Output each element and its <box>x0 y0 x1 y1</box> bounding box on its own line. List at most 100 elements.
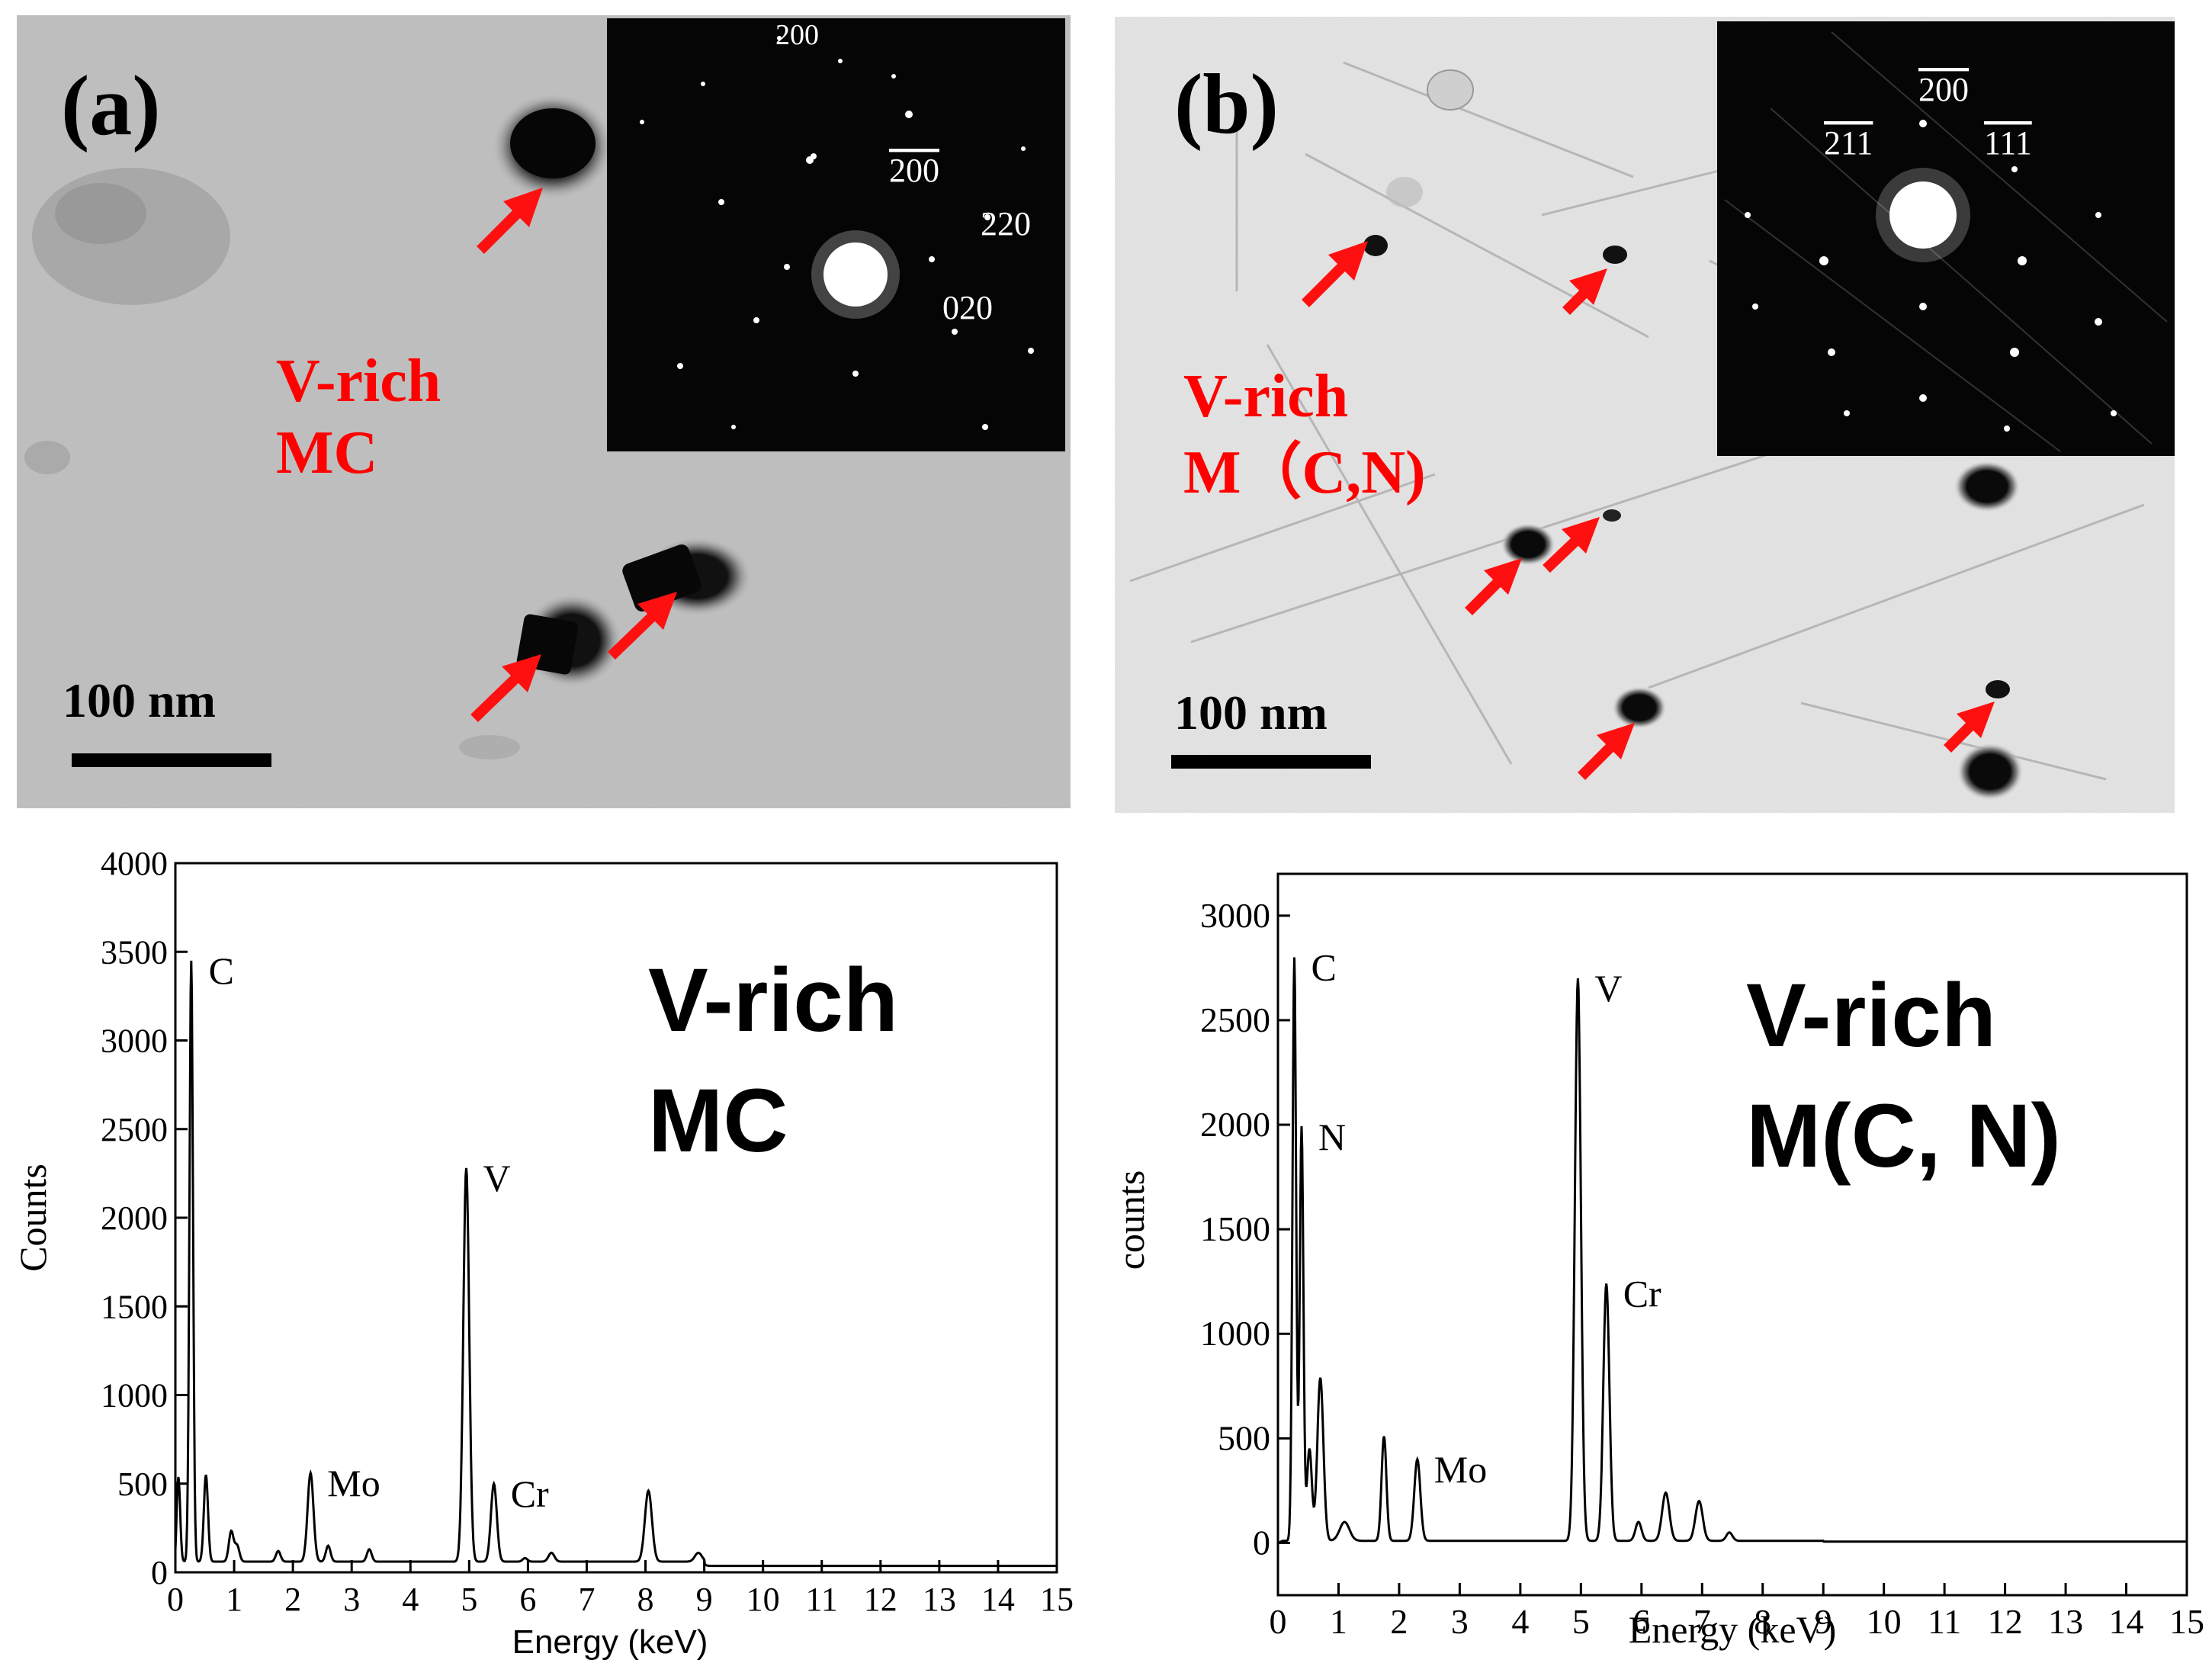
y-tick-label: 500 <box>117 1466 168 1503</box>
y-tick-label: 1000 <box>101 1377 168 1414</box>
panel-label-b: (b) <box>1174 57 1279 152</box>
y-axis-label: counts <box>1109 1170 1152 1270</box>
saed-inset-b: 200 211 111 <box>1717 21 2175 456</box>
peak-label: C <box>1311 946 1336 989</box>
x-tick-label: 14 <box>981 1581 1015 1618</box>
y-tick-label: 2000 <box>1200 1105 1270 1144</box>
x-tick-label: 4 <box>1511 1602 1529 1641</box>
x-tick-label: 9 <box>1815 1602 1832 1641</box>
tem-image-a: 200 200 220 020 (a) V-rich MC 100 nm <box>17 15 1071 808</box>
saed-label: 220 <box>981 205 1031 242</box>
x-tick-label: 6 <box>519 1581 536 1618</box>
x-tick-label: 5 <box>461 1581 477 1618</box>
x-tick-label: 0 <box>167 1581 184 1618</box>
peak-label: V <box>483 1157 510 1199</box>
x-tick-label: 2 <box>1390 1602 1408 1641</box>
y-tick-label: 3000 <box>101 1023 168 1060</box>
x-tick-label: 15 <box>1040 1581 1074 1618</box>
x-tick-label: 12 <box>864 1581 897 1618</box>
x-tick-label: 10 <box>746 1581 780 1618</box>
y-tick-label: 2500 <box>101 1111 168 1148</box>
peak-label: Cr <box>1623 1272 1661 1315</box>
red-arrow-icon <box>470 654 541 723</box>
y-tick-label: 3000 <box>1200 896 1270 935</box>
x-tick-label: 15 <box>2169 1602 2204 1641</box>
y-tick-label: 500 <box>1218 1418 1270 1457</box>
y-tick-label: 3500 <box>101 933 168 971</box>
peak-label: Cr <box>511 1472 549 1515</box>
x-tick-label: 9 <box>696 1581 713 1618</box>
saed-label: 211 <box>1824 124 1873 162</box>
x-tick-label: 8 <box>637 1581 654 1618</box>
saed-label: 200 <box>889 152 939 189</box>
red-arrow-icon <box>1562 268 1607 315</box>
scale-bar-b <box>1171 755 1371 769</box>
y-tick-label: 0 <box>151 1554 168 1591</box>
peak-label: N <box>1318 1116 1346 1158</box>
saed-label: 200 <box>1918 71 1969 108</box>
x-tick-label: 5 <box>1572 1602 1590 1641</box>
phase-annotation-line2: M(C, N) <box>1746 1086 2061 1186</box>
red-arrow-icon <box>1578 723 1635 780</box>
x-tick-label: 6 <box>1633 1602 1650 1641</box>
peak-label: V <box>1594 967 1622 1010</box>
x-tick-label: 7 <box>578 1581 595 1618</box>
phase-annotation-line1: V-rich <box>648 950 898 1051</box>
x-tick-label: 13 <box>923 1581 956 1618</box>
panel-label-a: (a) <box>61 59 161 153</box>
phase-annotation-a-line1: V-rich <box>276 348 441 415</box>
y-tick-label: 4000 <box>101 845 168 882</box>
x-tick-label: 3 <box>343 1581 360 1618</box>
x-tick-label: 1 <box>1330 1602 1347 1641</box>
scale-bar-a <box>72 753 271 767</box>
x-tick-label: 4 <box>402 1581 419 1618</box>
y-tick-label: 1000 <box>1200 1314 1270 1353</box>
y-tick-label: 0 <box>1253 1523 1270 1562</box>
saed-label: 020 <box>942 289 993 326</box>
red-arrow-icon <box>1302 241 1368 307</box>
red-arrow-icon <box>608 592 677 660</box>
phase-annotation-a-line2: MC <box>276 419 377 486</box>
x-tick-label: 11 <box>806 1581 838 1618</box>
x-tick-label: 13 <box>2048 1602 2083 1641</box>
x-tick-label: 0 <box>1270 1602 1287 1641</box>
x-tick-label: 11 <box>1928 1602 1961 1641</box>
phase-annotation-line1: V-rich <box>1746 965 1996 1066</box>
plot-frame <box>1276 872 2188 1597</box>
x-tick-label: 3 <box>1451 1602 1469 1641</box>
y-axis-label: Counts <box>11 1164 54 1272</box>
red-arrow-icon <box>1944 702 1995 753</box>
red-arrow-icon <box>1465 558 1522 615</box>
red-arrow-icon <box>477 188 543 254</box>
y-tick-label: 2000 <box>101 1199 168 1237</box>
saed-inset-a: 200 200 220 020 <box>607 18 1065 451</box>
x-tick-label: 8 <box>1754 1602 1771 1641</box>
phase-annotation-b-line1: V-rich <box>1183 363 1348 430</box>
saed-label: 111 <box>1984 124 2032 162</box>
y-tick-label: 1500 <box>101 1288 168 1325</box>
peak-label: Mo <box>1434 1448 1487 1491</box>
phase-annotation-b-line2: M（C,N) <box>1183 439 1426 506</box>
x-tick-label: 10 <box>1867 1602 1902 1641</box>
saed-label: 200 <box>775 19 819 51</box>
tem-image-b: 200 211 111 (b) V-rich M（C,N) 100 nm <box>1115 17 2175 813</box>
y-tick-label: 1500 <box>1200 1209 1270 1248</box>
y-tick-label: 2500 <box>1200 1000 1270 1039</box>
x-tick-label: 1 <box>226 1581 242 1618</box>
spectrum-line <box>174 960 1057 1568</box>
scale-bar-label-b: 100 nm <box>1174 685 1328 740</box>
phase-annotation-line2: MC <box>648 1071 788 1171</box>
x-tick-label: 2 <box>284 1581 301 1618</box>
peak-label: C <box>209 949 234 992</box>
x-tick-label: 14 <box>2109 1602 2144 1641</box>
x-tick-label: 12 <box>1988 1602 2023 1641</box>
scale-bar-label-a: 100 nm <box>63 673 216 727</box>
plot-frame <box>174 862 1058 1574</box>
x-axis-label: Energy (keV) <box>1629 1608 1837 1651</box>
x-tick-label: 7 <box>1694 1602 1711 1641</box>
spectrum-line <box>1277 957 2187 1544</box>
red-arrow-icon <box>1543 517 1600 573</box>
x-axis-label: Energy (keV) <box>512 1623 708 1661</box>
